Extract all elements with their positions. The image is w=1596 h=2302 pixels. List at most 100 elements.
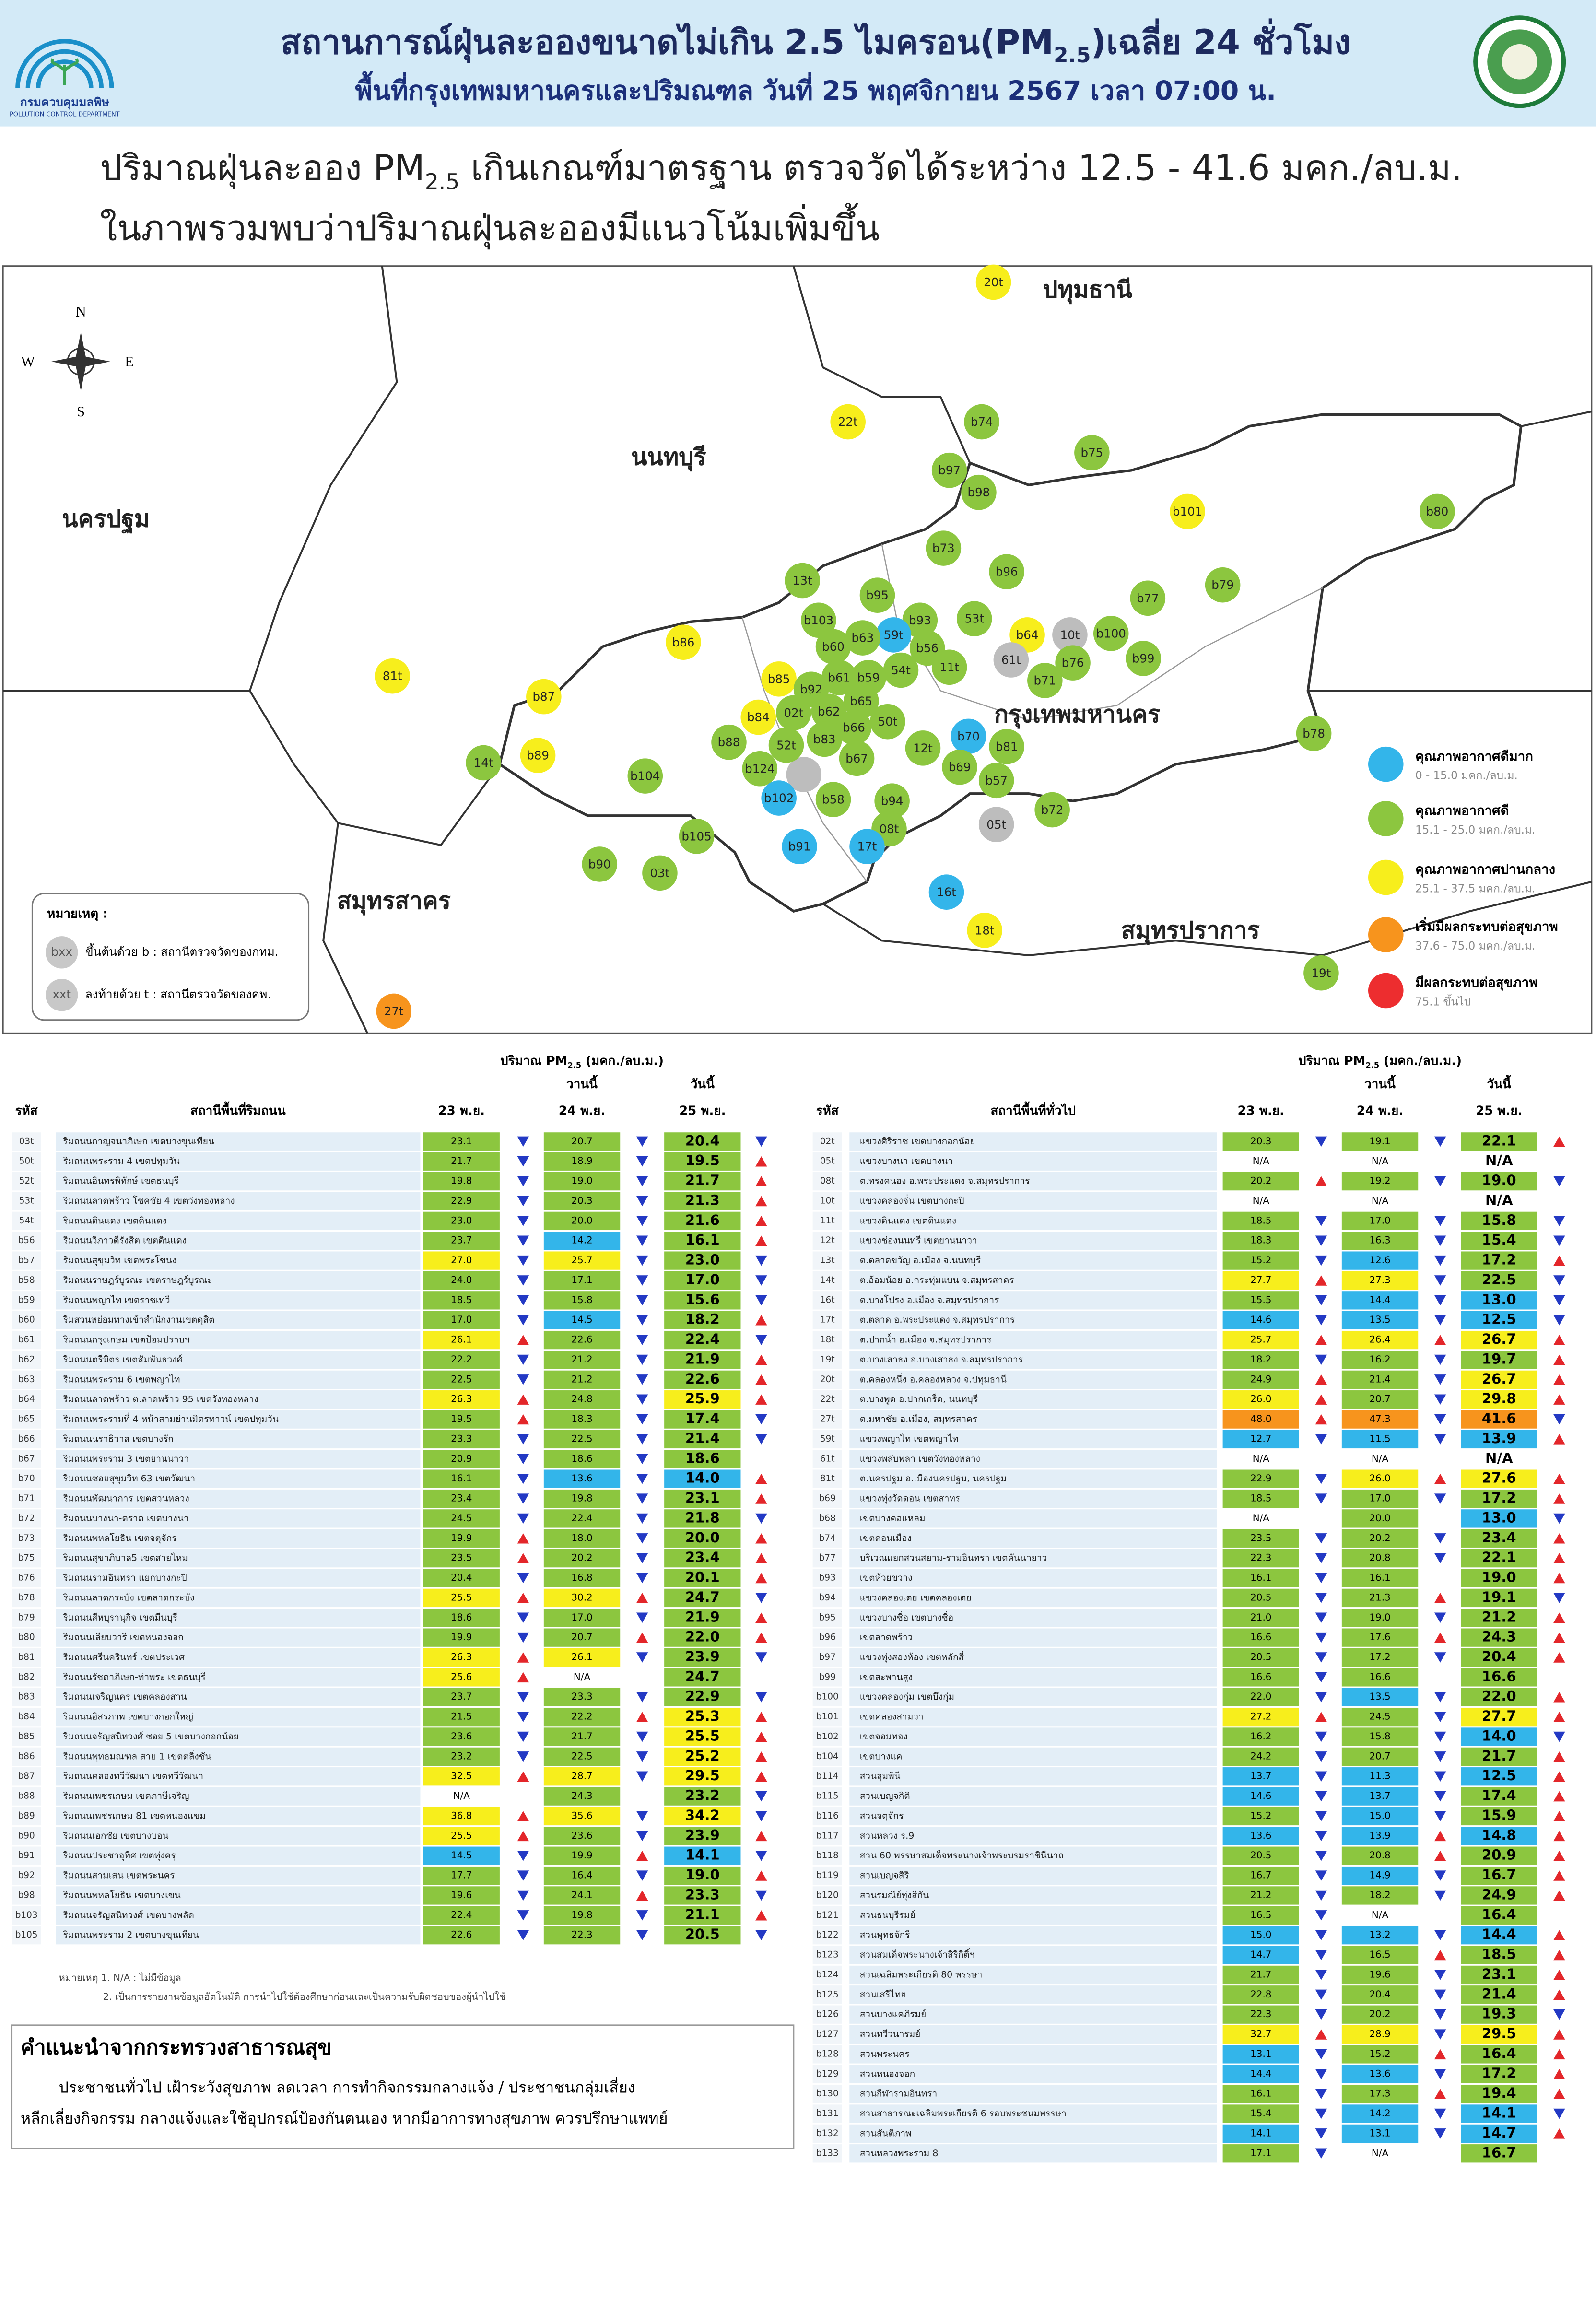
code-cell xyxy=(12,1727,41,1746)
code-cell xyxy=(812,2005,842,2024)
trend-arrow xyxy=(755,1930,767,1940)
trend-arrow xyxy=(636,1593,648,1603)
value-label: 19.2 xyxy=(1369,1175,1390,1186)
value-label: 24.3 xyxy=(571,1790,592,1801)
code-cell xyxy=(12,1866,41,1885)
station-name: ต.ตลาดขวัญ อ.เมือง จ.นนทบุรี xyxy=(860,1255,981,1266)
code-cell xyxy=(812,1569,842,1587)
trend-arrow xyxy=(755,1156,767,1167)
station-name: แขวงคลองเตย เขตคลองเตย xyxy=(860,1592,972,1603)
trend-arrow xyxy=(1315,1831,1327,1842)
value-label: N/A xyxy=(1372,1195,1389,1206)
value-label: 26.0 xyxy=(1250,1394,1271,1405)
station-name: ริมถนนอินทรพิทักษ์ เขตธนบุรี xyxy=(63,1176,179,1187)
trend-arrow xyxy=(636,1890,648,1901)
trend-arrow xyxy=(755,1473,767,1484)
value-cell xyxy=(1222,1668,1299,1687)
value-cell xyxy=(1341,1291,1419,1310)
value-cell xyxy=(1222,1291,1299,1310)
value-label: 22.0 xyxy=(1482,1688,1516,1704)
station-label: b89 xyxy=(527,749,549,763)
trend-arrow xyxy=(1434,1593,1446,1603)
station-name: ริมถนนเพชรเกษม เขตภาษีเจริญ xyxy=(63,1791,189,1801)
station-marker xyxy=(627,758,663,794)
station-code: 20t xyxy=(820,1374,835,1385)
station-code: b83 xyxy=(18,1692,35,1702)
code-cell xyxy=(812,1489,842,1508)
station-name: ริมถนนสุขุมวิท เขตพระโขนง xyxy=(63,1255,176,1266)
station-marker xyxy=(849,829,885,864)
code-cell xyxy=(12,1886,41,1905)
trend-arrow xyxy=(1315,1930,1327,1940)
value-label: 18.2 xyxy=(1369,1890,1390,1901)
value-cell xyxy=(423,1609,500,1627)
date-header: 23 พ.ย. xyxy=(438,1104,484,1118)
code-cell xyxy=(12,1211,41,1231)
station-label: b71 xyxy=(1033,673,1056,687)
name-cell xyxy=(56,1390,421,1409)
station-code: b70 xyxy=(18,1474,35,1484)
station-marker xyxy=(1130,580,1166,616)
value-label: 17.1 xyxy=(571,1274,592,1285)
value-label: 17.2 xyxy=(1482,1490,1516,1506)
station-code: 50t xyxy=(19,1156,34,1166)
station-label: b84 xyxy=(747,710,770,724)
value-label: N/A xyxy=(1485,1450,1513,1466)
station-marker xyxy=(961,474,997,510)
code-cell xyxy=(12,1648,41,1667)
trend-arrow xyxy=(1553,1632,1565,1643)
value-label: 26.4 xyxy=(1369,1334,1390,1345)
value-label: 13.7 xyxy=(1369,1790,1390,1801)
trend-arrow xyxy=(755,1374,767,1385)
code-cell xyxy=(12,1569,41,1587)
value-cell xyxy=(1222,1489,1299,1508)
value-label: 20.8 xyxy=(1369,1850,1390,1861)
notes-text: ขึ้นต้นด้วย b : สถานีตรวจวัดของกทม. xyxy=(85,943,279,959)
station-name: ริมถนนลาดพร้าว ต.ลาดพร้าว 95 เขตวังทองหล… xyxy=(63,1394,258,1405)
code-cell xyxy=(12,1807,41,1826)
value-cell xyxy=(423,1430,500,1449)
value-cell xyxy=(543,1291,621,1310)
station-marker xyxy=(740,699,776,735)
trend-arrow xyxy=(1553,1473,1565,1484)
trend-arrow xyxy=(636,1235,648,1246)
value-cell xyxy=(543,1132,621,1151)
station-name: เขตห้วยขวาง xyxy=(860,1573,913,1583)
value-cell xyxy=(1222,1271,1299,1290)
value-cell xyxy=(1222,1430,1299,1449)
code-cell xyxy=(812,1965,842,1985)
notes-text: ลงท้ายด้วย t : สถานีตรวจวัดของคพ. xyxy=(85,987,271,1001)
station-code: b130 xyxy=(816,2089,839,2099)
value-cell xyxy=(1341,1926,1419,1945)
value-cell xyxy=(543,1707,621,1726)
value-cell xyxy=(1341,1410,1419,1429)
trend-arrow xyxy=(636,1731,648,1742)
station-marker xyxy=(526,679,562,715)
station-name: ริมถนนพระราม 3 เขตยานนาวา xyxy=(63,1454,189,1464)
value-cell xyxy=(1341,1469,1419,1488)
value-label: N/A xyxy=(1372,1453,1389,1464)
station-code: b69 xyxy=(819,1493,836,1503)
subtitle: พื้นที่กรุงเทพมหานครและปริมณฑล วันที่ 25… xyxy=(355,71,1276,107)
trend-arrow xyxy=(1434,1136,1446,1147)
advice-line: ประชาชนทั่วไป เฝ้าระวังสุขภาพ ลดเวลา การ… xyxy=(59,2077,635,2097)
value-label: 23.4 xyxy=(1482,1529,1516,1546)
value-cell xyxy=(1222,1172,1299,1191)
value-cell xyxy=(423,1232,500,1250)
name-cell xyxy=(56,1251,421,1270)
station-label: 52t xyxy=(776,738,796,752)
value-cell xyxy=(1222,1926,1299,1945)
trend-arrow xyxy=(517,1374,529,1385)
value-cell xyxy=(1222,1588,1299,1608)
station-name: ริมถนนอิสรภาพ เขตบางกอกใหญ่ xyxy=(63,1712,193,1722)
value-label: 23.6 xyxy=(571,1830,592,1841)
station-marker xyxy=(870,704,905,740)
station-marker xyxy=(520,738,556,773)
station-marker xyxy=(1170,493,1205,529)
value-label: 18.6 xyxy=(451,1612,472,1623)
trend-arrow xyxy=(1434,1275,1446,1286)
value-label: 25.7 xyxy=(1250,1334,1271,1345)
name-cell xyxy=(849,1430,1217,1449)
trend-arrow xyxy=(1553,2009,1565,2020)
value-label: 16.3 xyxy=(1369,1235,1390,1246)
